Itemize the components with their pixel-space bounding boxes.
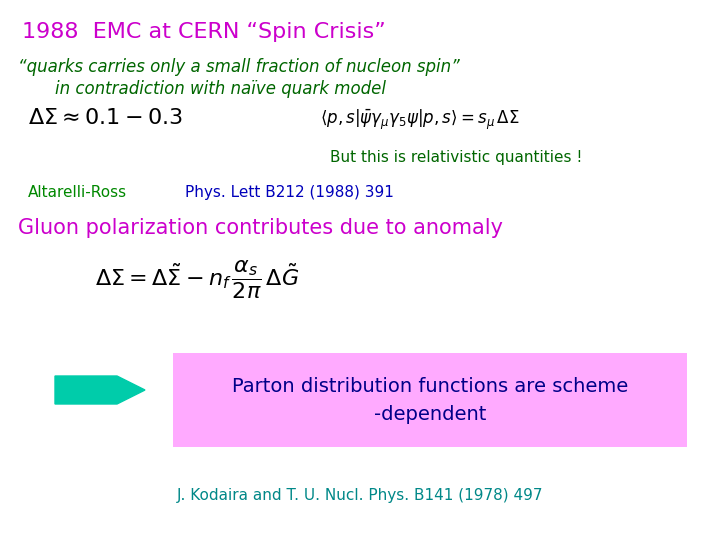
FancyArrow shape [55,376,145,404]
Text: $\Delta\Sigma = \Delta\tilde{\Sigma} - n_f\,\dfrac{\alpha_s}{2\pi}\,\Delta\tilde: $\Delta\Sigma = \Delta\tilde{\Sigma} - n… [95,258,300,301]
Text: J. Kodaira and T. U. Nucl. Phys. B141 (1978) 497: J. Kodaira and T. U. Nucl. Phys. B141 (1… [176,488,544,503]
Text: Phys. Lett B212 (1988) 391: Phys. Lett B212 (1988) 391 [185,185,394,200]
Text: But this is relativistic quantities !: But this is relativistic quantities ! [330,150,582,165]
Text: $\langle p,s|\bar{\psi}\gamma_\mu\gamma_5\psi|p,s\rangle = s_\mu\,\Delta\Sigma$: $\langle p,s|\bar{\psi}\gamma_\mu\gamma_… [320,108,520,132]
Text: Altarelli-Ross: Altarelli-Ross [28,185,127,200]
FancyBboxPatch shape [173,353,687,447]
Text: Parton distribution functions are scheme
-dependent: Parton distribution functions are scheme… [232,376,628,423]
Text: $\Delta\Sigma \approx 0.1 - 0.3$: $\Delta\Sigma \approx 0.1 - 0.3$ [28,108,183,128]
Text: Gluon polarization contributes due to anomaly: Gluon polarization contributes due to an… [18,218,503,238]
Text: 1988  EMC at CERN “Spin Crisis”: 1988 EMC at CERN “Spin Crisis” [22,22,386,42]
Text: “quarks carries only a small fraction of nucleon spin”: “quarks carries only a small fraction of… [18,58,460,76]
Text: in contradiction with naïve quark model: in contradiction with naïve quark model [55,80,386,98]
